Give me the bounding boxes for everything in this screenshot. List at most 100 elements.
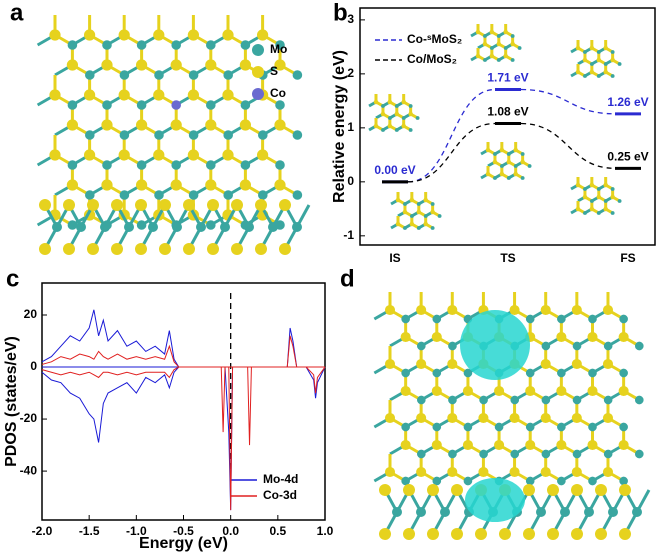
atom-mo — [493, 152, 497, 156]
atom-mo — [67, 100, 78, 110]
atom-s — [571, 304, 582, 316]
panel-label: d — [340, 265, 355, 292]
atom-s — [400, 439, 411, 451]
atom-s — [135, 243, 147, 255]
atom-mo — [557, 422, 566, 432]
atom-s — [136, 119, 148, 131]
atom-mo — [603, 449, 613, 459]
atom-s — [427, 484, 439, 496]
atom-s — [478, 466, 489, 478]
atom-mo — [206, 40, 216, 50]
atom-s — [403, 528, 415, 540]
atom-s — [575, 182, 581, 188]
atom-s — [595, 528, 607, 540]
atom-s — [409, 221, 415, 227]
atom-s — [66, 179, 78, 191]
atom-mo — [240, 100, 251, 110]
value-label: 1.71 eV — [487, 71, 528, 85]
atom-mo — [632, 507, 642, 517]
atom-s — [409, 197, 415, 203]
atom-s — [416, 412, 427, 424]
atom-s — [255, 243, 267, 255]
atom-s — [603, 69, 608, 75]
atom-mo — [136, 40, 147, 50]
atom-s — [431, 331, 442, 343]
panel-label: a — [10, 0, 24, 26]
pdos-line — [41, 309, 325, 368]
atom-mo — [52, 222, 62, 232]
x-tick-label: 0.5 — [269, 524, 286, 538]
atom-s — [496, 41, 502, 47]
atom-s — [87, 243, 99, 255]
atom-s — [403, 484, 415, 496]
atom-s — [87, 199, 99, 211]
x-tick-label: IS — [389, 251, 400, 265]
atom-mo — [541, 395, 551, 405]
atom-s — [485, 171, 491, 177]
atom-mo — [610, 74, 615, 78]
atom-mo — [506, 152, 511, 156]
legend-dot — [252, 88, 264, 100]
atom-mo — [171, 40, 181, 50]
atom-mo — [525, 476, 535, 486]
charge-density — [465, 478, 525, 522]
value-label: 1.26 eV — [607, 95, 648, 109]
atom-s — [101, 179, 113, 191]
legend-label: Co-3d — [263, 488, 297, 502]
atom-mo — [634, 341, 644, 351]
atom-mo — [401, 314, 410, 324]
atom-mo — [401, 116, 406, 120]
atom-mo — [401, 422, 410, 432]
atom-s — [547, 484, 559, 496]
atom-mo — [448, 341, 457, 351]
atom-s — [118, 29, 130, 41]
atom-s — [380, 111, 386, 117]
atom-s — [610, 57, 615, 63]
atom-mo — [136, 220, 147, 230]
atom-s — [136, 179, 148, 191]
panel-label: b — [333, 0, 348, 26]
atom-s — [274, 119, 286, 131]
atom-s — [384, 358, 396, 370]
atom-s — [540, 466, 551, 478]
atom-s — [416, 466, 427, 478]
atom-s — [509, 412, 520, 424]
atom-s — [111, 243, 123, 255]
atom-mo — [557, 368, 566, 378]
connector — [407, 88, 616, 183]
atom-s — [595, 484, 607, 496]
atom-mo — [510, 34, 515, 38]
atom-s — [84, 149, 96, 161]
atom-mo — [417, 449, 426, 459]
atom-s — [379, 484, 391, 496]
y-tick-label: 0 — [30, 359, 37, 373]
atom-mo — [610, 50, 615, 54]
atom-mo — [527, 164, 532, 168]
atom-mo — [510, 395, 520, 405]
atom-s — [525, 385, 536, 397]
atom-mo — [381, 104, 385, 108]
atom-mo — [430, 226, 435, 230]
atom-s — [503, 29, 508, 35]
atom-s — [571, 412, 582, 424]
atom-mo — [102, 100, 112, 110]
atom-s — [618, 331, 629, 343]
atom-mo — [536, 507, 546, 517]
y-tick-label: -1 — [343, 228, 354, 242]
atom-mo — [206, 100, 216, 110]
atom-mo — [463, 422, 473, 432]
atom-mo — [619, 476, 628, 486]
atom-mo — [588, 314, 597, 324]
y-tick-label: 3 — [347, 12, 354, 26]
atom-mo — [67, 220, 78, 230]
atom-mo — [403, 202, 407, 206]
atom-mo — [188, 130, 199, 140]
x-tick-label: TS — [500, 251, 515, 265]
atom-s — [540, 358, 551, 370]
atom-s — [170, 119, 182, 131]
atom-mo — [394, 104, 399, 108]
atom-mo — [483, 34, 487, 38]
atom-s — [523, 484, 535, 496]
atom-s — [430, 209, 435, 215]
value-label: 0.00 eV — [374, 163, 415, 177]
